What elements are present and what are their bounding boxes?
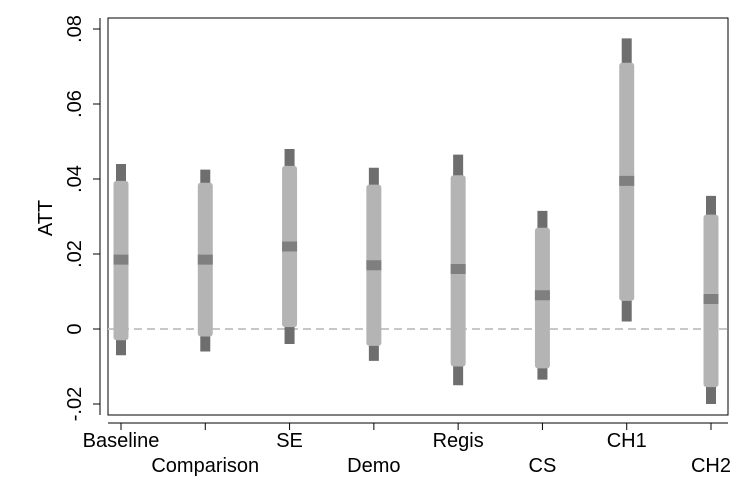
point-estimate-marker <box>619 175 635 186</box>
range-bar-group <box>619 38 635 322</box>
y-axis: -.02 0 .02 .04 .06 .08 <box>64 15 100 421</box>
x-tick-label: Regis <box>433 430 484 452</box>
range-bar-group <box>197 169 213 352</box>
plot-frame <box>107 17 729 416</box>
point-estimate-marker <box>534 290 550 301</box>
y-tick-label: .02 <box>64 240 86 268</box>
x-tick-label: Baseline <box>83 430 160 452</box>
x-tick-label: CS <box>529 455 557 477</box>
y-tick-label: .06 <box>64 90 86 118</box>
x-tick-label: Comparison <box>151 455 259 477</box>
x-tick-label: CH1 <box>607 430 647 452</box>
y-tick-label: .08 <box>64 15 86 43</box>
point-estimate-marker <box>450 264 466 274</box>
range-bar-group <box>366 167 382 361</box>
x-tick-label: SE <box>276 430 303 452</box>
y-tick-label: -.02 <box>64 387 86 421</box>
x-tick-label: Demo <box>347 455 400 477</box>
range-bar-group <box>282 149 298 344</box>
y-tick-label: .04 <box>64 165 86 193</box>
point-estimate-marker <box>703 294 719 304</box>
range-bar-group <box>113 164 129 356</box>
x-axis: Baseline Comparison SE Demo Regis CS CH1 CH2 <box>83 423 731 477</box>
point-estimate-marker <box>366 260 382 271</box>
range-bar-group <box>703 195 719 404</box>
point-estimate-marker <box>197 254 213 265</box>
range-bar-group <box>534 210 550 380</box>
y-axis-title: ATT <box>35 200 57 236</box>
y-tick-label: 0 <box>64 323 86 334</box>
point-estimate-marker <box>113 254 129 265</box>
x-tick-label: CH2 <box>691 455 731 477</box>
point-estimate-marker <box>282 241 298 252</box>
range-bars-layer <box>113 38 719 404</box>
range-bar-group <box>450 154 466 386</box>
